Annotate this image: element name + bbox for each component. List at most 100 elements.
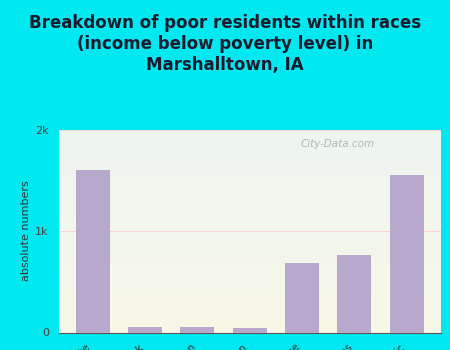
Bar [58, 245, 441, 246]
Bar [58, 152, 441, 153]
Bar [58, 235, 441, 236]
Bar [58, 222, 441, 223]
Bar [58, 236, 441, 237]
Bar [58, 163, 441, 164]
Bar [58, 165, 441, 166]
Bar [58, 224, 441, 225]
Bar [58, 247, 441, 248]
Bar [58, 169, 441, 170]
Bar [58, 223, 441, 224]
Bar [58, 248, 441, 249]
Bar [58, 262, 441, 264]
Bar [58, 227, 441, 228]
Bar [58, 151, 441, 152]
Bar [58, 226, 441, 227]
Bar [58, 320, 441, 321]
Bar [58, 203, 441, 204]
Bar [58, 145, 441, 146]
Bar [58, 180, 441, 181]
Bar [58, 310, 441, 311]
Bar [285, 264, 319, 332]
Bar [58, 141, 441, 142]
Bar [58, 130, 441, 131]
Bar [58, 323, 441, 324]
Bar [58, 253, 441, 254]
Bar [58, 300, 441, 301]
Bar [58, 147, 441, 148]
Bar [58, 287, 441, 288]
Bar [58, 259, 441, 260]
Bar [58, 149, 441, 150]
Bar [338, 256, 371, 332]
Bar [58, 240, 441, 241]
Bar [58, 196, 441, 197]
Bar [58, 242, 441, 243]
Bar [58, 273, 441, 274]
Bar [58, 258, 441, 259]
Bar [58, 215, 441, 216]
Bar [58, 239, 441, 240]
Bar [58, 173, 441, 174]
Bar [58, 322, 441, 323]
Bar [58, 181, 441, 182]
Bar [58, 321, 441, 322]
Bar [58, 193, 441, 194]
Bar [58, 133, 441, 134]
Bar [58, 154, 441, 155]
Bar [58, 175, 441, 176]
Bar [58, 214, 441, 215]
Bar [58, 209, 441, 210]
Bar [58, 166, 441, 167]
Bar [58, 195, 441, 196]
Bar [58, 330, 441, 331]
Bar [58, 274, 441, 275]
Bar [58, 302, 441, 303]
Bar [58, 198, 441, 200]
Bar [58, 282, 441, 283]
Bar [58, 297, 441, 298]
Bar [58, 295, 441, 296]
Text: City-Data.com: City-Data.com [301, 139, 375, 149]
Bar [58, 216, 441, 217]
Bar [58, 219, 441, 220]
Bar [58, 131, 441, 132]
Bar [58, 183, 441, 184]
Bar [58, 312, 441, 313]
Bar [58, 197, 441, 198]
Bar [58, 182, 441, 183]
Bar [58, 326, 441, 327]
Bar [58, 291, 441, 292]
Bar [58, 276, 441, 278]
Bar [58, 306, 441, 307]
Bar [128, 327, 162, 332]
Bar [58, 278, 441, 279]
Bar [58, 249, 441, 250]
Bar [58, 270, 441, 271]
Bar [58, 228, 441, 229]
Bar [58, 243, 441, 244]
Bar [58, 177, 441, 178]
Bar [58, 290, 441, 291]
Bar [58, 172, 441, 173]
Bar [58, 316, 441, 317]
Bar [58, 140, 441, 141]
Bar [58, 221, 441, 222]
Bar [58, 188, 441, 189]
Bar [58, 208, 441, 209]
Bar [58, 285, 441, 286]
Bar [58, 288, 441, 289]
Bar [76, 170, 110, 332]
Bar [58, 202, 441, 203]
Bar [58, 205, 441, 206]
Bar [58, 233, 441, 234]
Bar [58, 204, 441, 205]
Bar [58, 311, 441, 312]
Bar [58, 184, 441, 186]
Bar [58, 303, 441, 304]
Bar [58, 164, 441, 165]
Bar [58, 170, 441, 171]
Bar [58, 161, 441, 162]
Bar [58, 281, 441, 282]
Bar [58, 167, 441, 168]
Bar [58, 136, 441, 138]
